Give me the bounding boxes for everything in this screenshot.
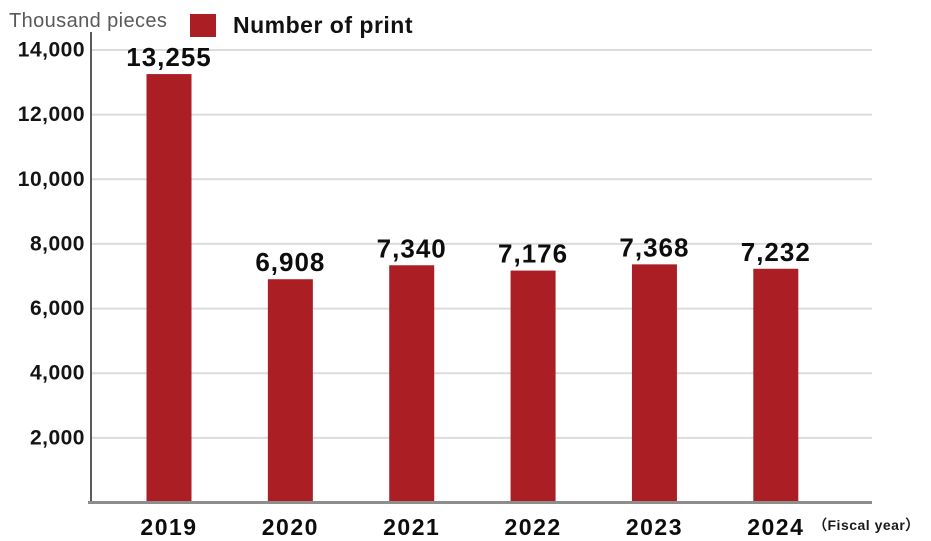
x-tick-label-2019: 2019 (140, 514, 197, 540)
x-tick-label-2024: 2024 (747, 514, 804, 540)
y-axis-unit-label: Thousand pieces (9, 10, 168, 32)
bar-2022 (510, 270, 556, 503)
y-tick-label: 4,000 (30, 362, 85, 385)
y-tick-label: 14,000 (18, 39, 85, 62)
y-tick-label: 10,000 (18, 168, 85, 191)
bar-2021 (389, 265, 435, 503)
legend-label: Number of print (233, 12, 413, 38)
bars (146, 74, 799, 503)
y-axis-tick-labels: 2,000 4,000 6,000 8,000 10,000 12,000 14,000 (18, 39, 85, 450)
value-label-2020: 6,908 (255, 247, 325, 277)
bar-2019 (146, 74, 192, 503)
gridlines (91, 49, 872, 439)
bar-2024 (753, 268, 799, 503)
y-tick-label: 8,000 (30, 232, 85, 255)
value-label-2021: 7,340 (377, 233, 447, 263)
value-label-2022: 7,176 (498, 239, 568, 269)
x-tick-label-2022: 2022 (504, 514, 561, 540)
bar-value-labels: 13,255 6,908 7,340 7,176 7,368 7,232 (126, 42, 811, 277)
legend-swatch-icon (190, 14, 216, 37)
legend: Number of print (190, 12, 413, 39)
fiscal-year-label: （Fiscal year） (813, 517, 920, 533)
x-axis-tick-labels: 2019 2020 2021 2022 2023 2024 (140, 514, 804, 540)
y-tick-label: 2,000 (30, 426, 85, 449)
y-tick-label: 12,000 (18, 103, 85, 126)
x-tick-label-2020: 2020 (262, 514, 319, 540)
value-label-2024: 7,232 (741, 237, 811, 267)
value-label-2019: 13,255 (126, 42, 212, 72)
value-label-2023: 7,368 (619, 232, 689, 262)
x-tick-label-2021: 2021 (383, 514, 440, 540)
bar-2023 (631, 264, 677, 503)
x-tick-label-2023: 2023 (626, 514, 683, 540)
y-tick-label: 6,000 (30, 297, 85, 320)
bar-2020 (267, 279, 313, 503)
